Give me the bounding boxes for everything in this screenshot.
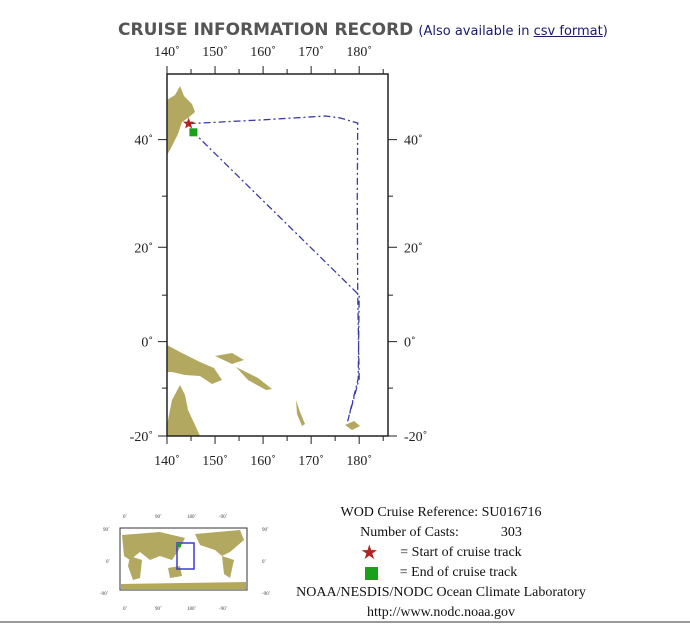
inset-ytick-right: -90˚ — [262, 591, 271, 597]
inset-xtick-bottom: -90˚ — [219, 606, 228, 612]
land-australia — [167, 385, 200, 436]
inset-ytick-left: 90˚ — [103, 527, 110, 533]
map-border — [166, 73, 389, 437]
y-tick-label-right: 40˚ — [404, 134, 423, 149]
land-fiji — [345, 421, 360, 430]
inset-ytick-right: 90˚ — [262, 527, 269, 533]
csv-note: (Also available in csv format) — [418, 24, 608, 39]
title-text: CRUISE INFORMATION RECORD — [118, 20, 414, 40]
legend: WOD Cruise Reference: SU016716 Number of… — [286, 503, 596, 623]
casts-row: Number of Casts: 303 — [286, 523, 596, 543]
inset-xtick-top: 0˚ — [123, 514, 128, 520]
divider — [0, 621, 690, 623]
x-tick-label: 150˚ — [202, 45, 228, 60]
organization: NOAA/NESDIS/NODC Ocean Climate Laborator… — [296, 585, 586, 600]
y-tick-label-left: 20˚ — [134, 241, 153, 256]
start-star-marker — [182, 117, 195, 129]
y-tick-label-right: -20˚ — [404, 430, 427, 445]
land-new-britain — [215, 353, 244, 364]
land-new-guinea — [167, 345, 222, 384]
land-solomons — [236, 367, 272, 390]
inset-xtick-bottom: 90˚ — [155, 606, 162, 612]
land-japan — [167, 86, 195, 155]
website-url: http://www.nodc.noaa.gov — [366, 605, 515, 620]
map-frame: 140˚ 140˚ 150˚ 150˚ 160˚ 160˚ 170˚ 170˚ 180˚ 180˚… — [130, 45, 428, 469]
inset-xtick-bottom: 180˚ — [187, 606, 197, 612]
x-tick-label: 180˚ — [346, 454, 372, 469]
end-label: = End of cruise track — [399, 565, 518, 580]
legend-end: = End of cruise track — [286, 563, 596, 583]
x-tick-label: 160˚ — [250, 45, 276, 60]
inset-ytick-left: 0˚ — [106, 559, 111, 565]
inset-ytick-right: 0˚ — [262, 559, 267, 565]
end-square-marker — [189, 128, 198, 137]
square-icon — [364, 566, 378, 580]
casts-value: 303 — [500, 525, 522, 540]
inset-xtick-top: -90˚ — [219, 514, 228, 520]
x-tick-label: 140˚ — [154, 454, 180, 469]
star-icon: ★ — [360, 542, 379, 564]
x-tick-label: 180˚ — [346, 45, 372, 60]
y-tick-label-left: -20˚ — [130, 430, 153, 445]
cruise-track — [188, 115, 360, 422]
page-title: CRUISE INFORMATION RECORD (Also availabl… — [118, 20, 608, 40]
y-tick-label-left: 0˚ — [141, 336, 153, 351]
land-masses — [167, 86, 360, 436]
x-tick-label: 140˚ — [154, 45, 180, 60]
inset-xtick-top: 180˚ — [187, 514, 197, 520]
inset-ytick-left: -90˚ — [100, 591, 109, 597]
inset-world-map: 0˚ 90˚ 180˚ -90˚ 0˚ 90˚ 180˚ -90˚ 90˚ 0˚… — [100, 514, 271, 612]
x-tick-label: 150˚ — [202, 454, 228, 469]
y-tick-label-right: 20˚ — [404, 241, 423, 256]
casts-label: Number of Casts: — [360, 525, 459, 540]
x-tick-label: 170˚ — [298, 454, 324, 469]
x-tick-label: 170˚ — [298, 45, 324, 60]
x-tick-label: 160˚ — [250, 454, 276, 469]
inset-xtick-bottom: 0˚ — [123, 606, 128, 612]
cruise-reference: WOD Cruise Reference: SU016716 — [340, 505, 542, 520]
y-tick-label-left: 40˚ — [134, 134, 153, 149]
legend-start: ★ = Start of cruise track — [286, 543, 596, 563]
land-vanuatu — [296, 400, 305, 426]
inset-xtick-top: 90˚ — [155, 514, 162, 520]
csv-link[interactable]: csv format — [533, 24, 603, 39]
y-tick-label-right: 0˚ — [404, 336, 416, 351]
start-label: = Start of cruise track — [400, 545, 522, 560]
